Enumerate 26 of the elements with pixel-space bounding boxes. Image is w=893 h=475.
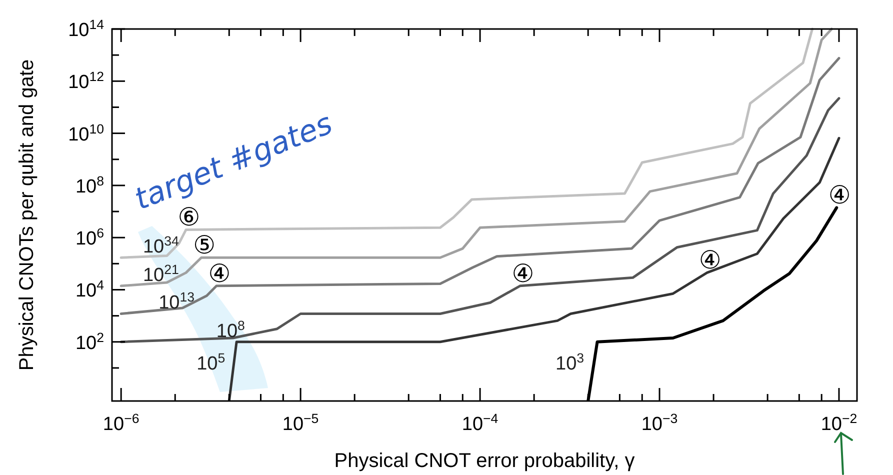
x-tick-label: 10$^{−4}$ bbox=[462, 410, 498, 435]
annotation: ④ bbox=[208, 258, 231, 288]
series-label: 10$^{34}$ bbox=[142, 233, 179, 258]
y-tick-label: 10$^{14}$ bbox=[68, 16, 104, 41]
y-tick-label: 10$^{8}$ bbox=[75, 172, 104, 198]
y-tick-label: 10$^{6}$ bbox=[75, 225, 104, 250]
y-tick-label: 10$^{4}$ bbox=[75, 277, 104, 302]
x-tick-label: 10$^{−6}$ bbox=[102, 410, 140, 435]
x-tick-label: 10$^{−3}$ bbox=[641, 410, 678, 435]
annotation: ⑤ bbox=[193, 230, 216, 260]
series-label: 10$^{5}$ bbox=[196, 350, 226, 374]
annotation: ④ bbox=[512, 258, 534, 288]
annotation: ④ bbox=[698, 246, 722, 275]
series-label: 10$^{3}$ bbox=[556, 350, 584, 374]
series-label: 10$^{21}$ bbox=[142, 261, 179, 286]
annotation: ⑥ bbox=[178, 202, 200, 232]
x-tick-label: 10$^{−5}$ bbox=[282, 410, 319, 435]
y-axis-title: Physical CNOTs per qubit and gate bbox=[16, 59, 38, 371]
x-tick-label: 10$^{−2}$ bbox=[820, 410, 858, 435]
y-tick-label: 10$^{10}$ bbox=[68, 120, 104, 146]
y-tick-label: 10$^{12}$ bbox=[68, 68, 104, 94]
annotation: ④ bbox=[828, 180, 851, 210]
series-label: 10$^{8}$ bbox=[216, 317, 245, 342]
x-axis-title: Physical CNOT error probability, γ bbox=[334, 450, 635, 472]
y-tick-label: 10$^{2}$ bbox=[75, 329, 104, 354]
series-label: 10$^{13}$ bbox=[158, 289, 195, 314]
